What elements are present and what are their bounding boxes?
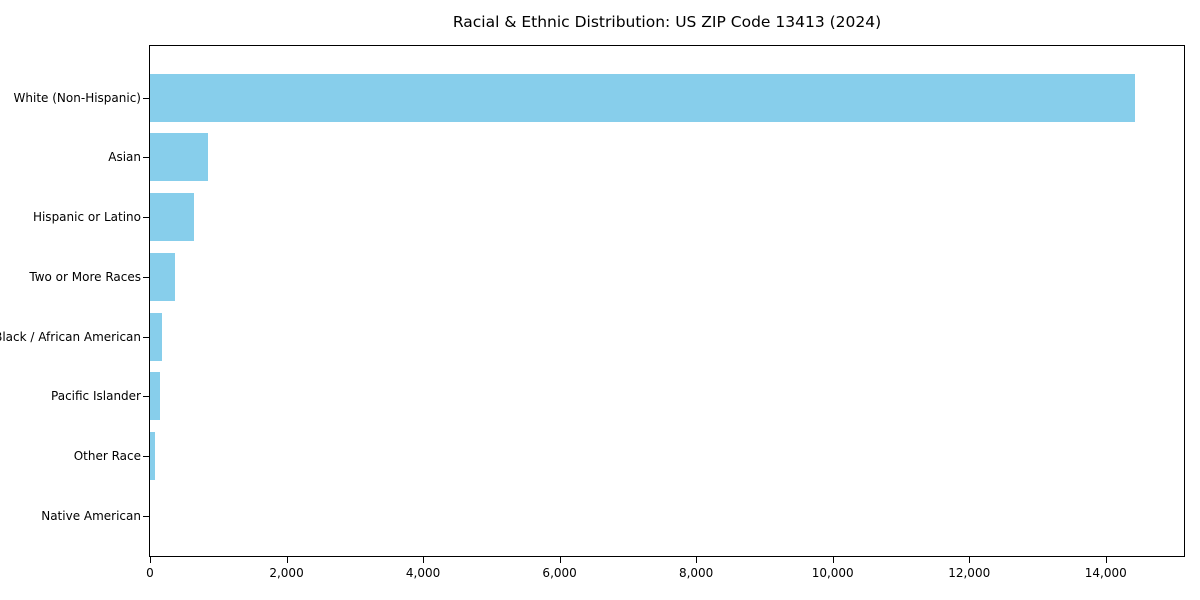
x-axis-tick-mark <box>423 556 425 563</box>
y-axis-label: Two or More Races <box>29 269 141 284</box>
bar <box>150 252 175 301</box>
x-axis-tick-mark <box>559 556 561 563</box>
x-axis-tick-label: 14,000 <box>1084 566 1127 580</box>
y-axis-label: Asian <box>108 150 141 165</box>
y-axis-tick-mark <box>143 97 150 99</box>
y-axis-label: Native American <box>41 508 141 523</box>
x-axis-tick-label: 4,000 <box>405 566 441 580</box>
x-axis-tick-mark <box>969 556 971 563</box>
bar <box>150 372 160 421</box>
x-axis-tick-label: 6,000 <box>542 566 577 580</box>
bar <box>150 193 195 242</box>
y-axis-label: Hispanic or Latino <box>32 210 141 225</box>
chart-title: Racial & Ethnic Distribution: US ZIP Cod… <box>452 13 882 31</box>
y-axis-tick-mark <box>143 396 150 398</box>
x-axis-tick-label: 0 <box>146 566 154 580</box>
x-axis-tick-mark <box>286 556 288 563</box>
x-axis-tick-label: 10,000 <box>811 566 854 580</box>
y-axis-label: White (Non-Hispanic) <box>13 90 141 105</box>
bar <box>150 73 1135 122</box>
x-axis-tick-mark <box>150 556 151 563</box>
y-axis-label: Pacific Islander <box>51 389 141 404</box>
x-axis-tick-label: 8,000 <box>678 566 714 580</box>
bar <box>150 431 155 480</box>
y-axis-tick-mark <box>143 157 150 159</box>
y-axis-tick-mark <box>143 336 150 338</box>
y-axis-tick-mark <box>143 276 150 278</box>
y-axis-tick-mark <box>143 515 150 517</box>
x-axis-tick-label: 2,000 <box>269 566 304 580</box>
y-axis-tick-mark <box>143 217 150 219</box>
bar <box>150 133 209 182</box>
bar <box>150 312 162 361</box>
y-axis-tick-mark <box>143 455 150 457</box>
plot-area: White (Non-Hispanic) Asian Hispanic or Lat… <box>0 45 1185 580</box>
x-axis-tick-mark <box>832 556 834 563</box>
x-axis-tick-label: 12,000 <box>948 566 991 580</box>
y-axis-label: Other Race <box>73 448 141 463</box>
y-axis-label: Black / African American <box>0 329 141 344</box>
x-axis-tick-mark <box>1105 556 1107 563</box>
x-axis-tick-mark <box>696 556 698 563</box>
